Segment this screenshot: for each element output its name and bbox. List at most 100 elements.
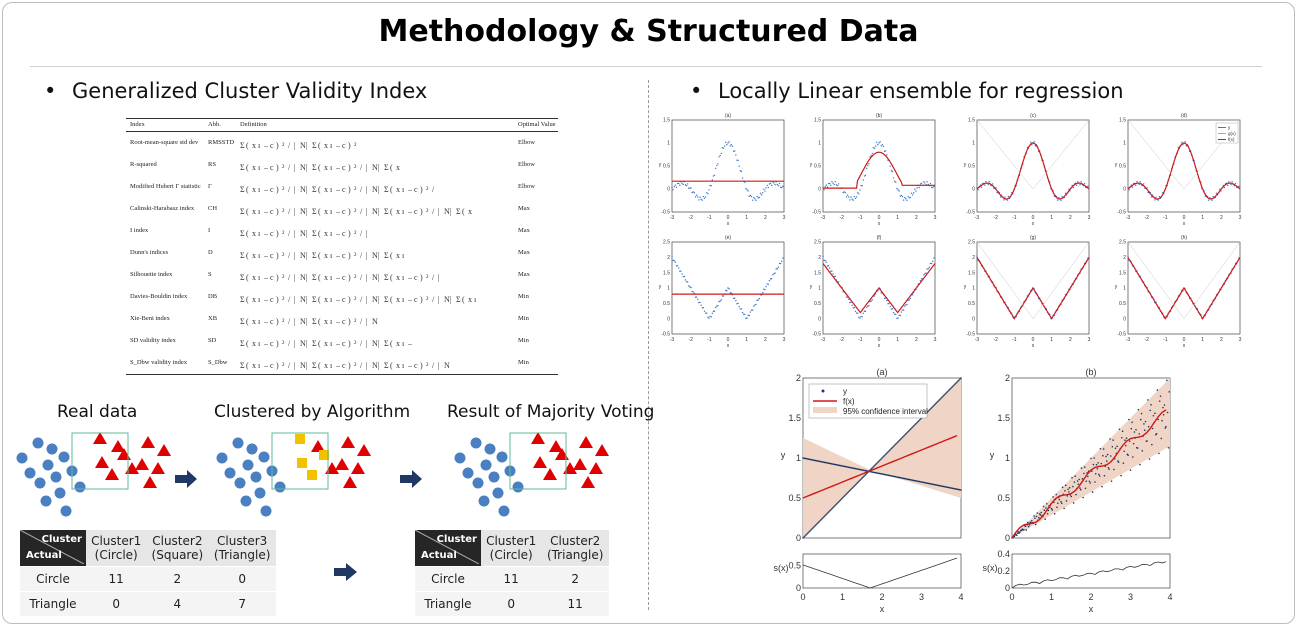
data-point xyxy=(723,145,726,147)
x-tick-label: 2 xyxy=(1069,337,1072,343)
data-point xyxy=(862,476,865,478)
data-point xyxy=(691,191,693,194)
svg-text:/: / xyxy=(360,251,363,260)
y-tick-label: 0 xyxy=(972,316,975,322)
y-tick-label: 1 xyxy=(972,141,975,147)
index-optimal: Min xyxy=(518,337,529,344)
triangle-point xyxy=(579,436,593,448)
data-point xyxy=(886,154,888,156)
data-point xyxy=(729,292,731,294)
chart-panel: -3 -2 -1 0 1 2 3 -0.5 0 0.5 1 1.5 (a) x y xyxy=(659,113,786,227)
x-tick-label: 0 xyxy=(1032,337,1035,343)
data-point xyxy=(1077,483,1080,486)
svg-text:–: – xyxy=(263,163,269,172)
svg-text:²: ² xyxy=(426,361,429,370)
x-tick-label: 3 xyxy=(783,337,786,343)
data-point xyxy=(685,281,688,283)
data-point xyxy=(749,194,752,197)
index-row: S_Dbw validity index S_Dbw Min Σ(x ı – c) ² / | N |… xyxy=(126,352,558,375)
svg-text:c: c xyxy=(414,273,418,282)
y-tick-label: 1 xyxy=(1123,141,1126,147)
data-point xyxy=(1154,199,1156,201)
data-point xyxy=(845,493,848,495)
svg-text:N: N xyxy=(444,207,450,216)
data-point xyxy=(781,260,783,263)
data-point xyxy=(957,380,959,382)
data-point xyxy=(1207,199,1210,201)
data-point xyxy=(831,507,834,509)
y-tick-label: -0.5 xyxy=(812,210,821,216)
data-point xyxy=(868,304,870,307)
triangle-point xyxy=(143,476,157,488)
svg-text:ı: ı xyxy=(330,185,333,194)
label-clustered: Clustered by Algorithm xyxy=(214,402,411,422)
svg-text:ı: ı xyxy=(402,295,405,304)
data-point xyxy=(939,398,942,400)
x-axis-label: x xyxy=(727,221,730,227)
data-point xyxy=(892,311,895,314)
svg-text:Σ: Σ xyxy=(312,229,317,238)
data-point xyxy=(691,290,693,293)
data-point xyxy=(926,181,928,183)
data-point xyxy=(694,296,697,298)
data-point xyxy=(895,181,897,183)
y-tick-label: 0.5 xyxy=(663,301,670,307)
data-point xyxy=(808,531,810,533)
data-point xyxy=(769,278,772,280)
y-axis-label: y xyxy=(1115,284,1118,290)
svg-text:Σ: Σ xyxy=(240,207,245,216)
data-point xyxy=(822,516,825,518)
data-point xyxy=(827,265,830,267)
index-name: R-squared xyxy=(130,161,157,168)
x-tick-label: -1 xyxy=(1012,215,1017,221)
svg-text:(: ( xyxy=(318,251,321,260)
data-point xyxy=(976,255,978,257)
svg-text:–: – xyxy=(407,295,413,304)
data-point xyxy=(856,482,859,484)
data-point xyxy=(1231,181,1233,183)
data-point xyxy=(849,489,852,491)
data-point xyxy=(898,190,900,192)
data-point xyxy=(1138,183,1140,186)
svg-text:²: ² xyxy=(354,295,357,304)
data-point xyxy=(1113,468,1115,471)
square-point xyxy=(295,434,305,444)
svg-text:N: N xyxy=(372,251,378,260)
data-point xyxy=(854,197,857,200)
data-point xyxy=(1061,195,1063,198)
index-name: I index xyxy=(130,227,149,234)
data-point xyxy=(860,315,862,318)
data-point xyxy=(908,197,910,199)
y-tick-label: 1 xyxy=(818,286,821,292)
svg-text:c: c xyxy=(270,141,274,150)
data-point xyxy=(740,308,743,310)
data-point xyxy=(703,197,706,200)
data-point xyxy=(901,195,904,198)
data-point xyxy=(686,281,689,283)
svg-text:ı: ı xyxy=(330,163,333,172)
svg-text:–: – xyxy=(335,339,341,348)
slide-title: Methodology & Structured Data xyxy=(378,14,919,49)
data-point xyxy=(1034,517,1036,520)
svg-text:|: | xyxy=(378,295,380,304)
svg-text:Σ: Σ xyxy=(384,163,389,172)
data-point xyxy=(711,312,714,315)
x-tick-label: -2 xyxy=(1144,337,1149,343)
data-point xyxy=(718,300,720,303)
svg-text:|: | xyxy=(306,317,308,326)
circle-point xyxy=(484,443,496,455)
svg-text:Σ: Σ xyxy=(312,339,317,348)
data-point xyxy=(1137,408,1140,411)
svg-text:(: ( xyxy=(390,361,393,370)
data-point xyxy=(932,260,934,263)
data-point xyxy=(836,502,839,504)
svg-text:x: x xyxy=(324,361,328,370)
col-sub: (Triangle) xyxy=(546,548,604,562)
data-point xyxy=(720,152,722,155)
circle-point xyxy=(254,487,266,499)
data-point xyxy=(899,314,901,317)
data-point xyxy=(1024,525,1027,528)
x-tick-label: 1 xyxy=(745,215,748,221)
data-point xyxy=(672,259,674,262)
data-point xyxy=(726,144,728,146)
